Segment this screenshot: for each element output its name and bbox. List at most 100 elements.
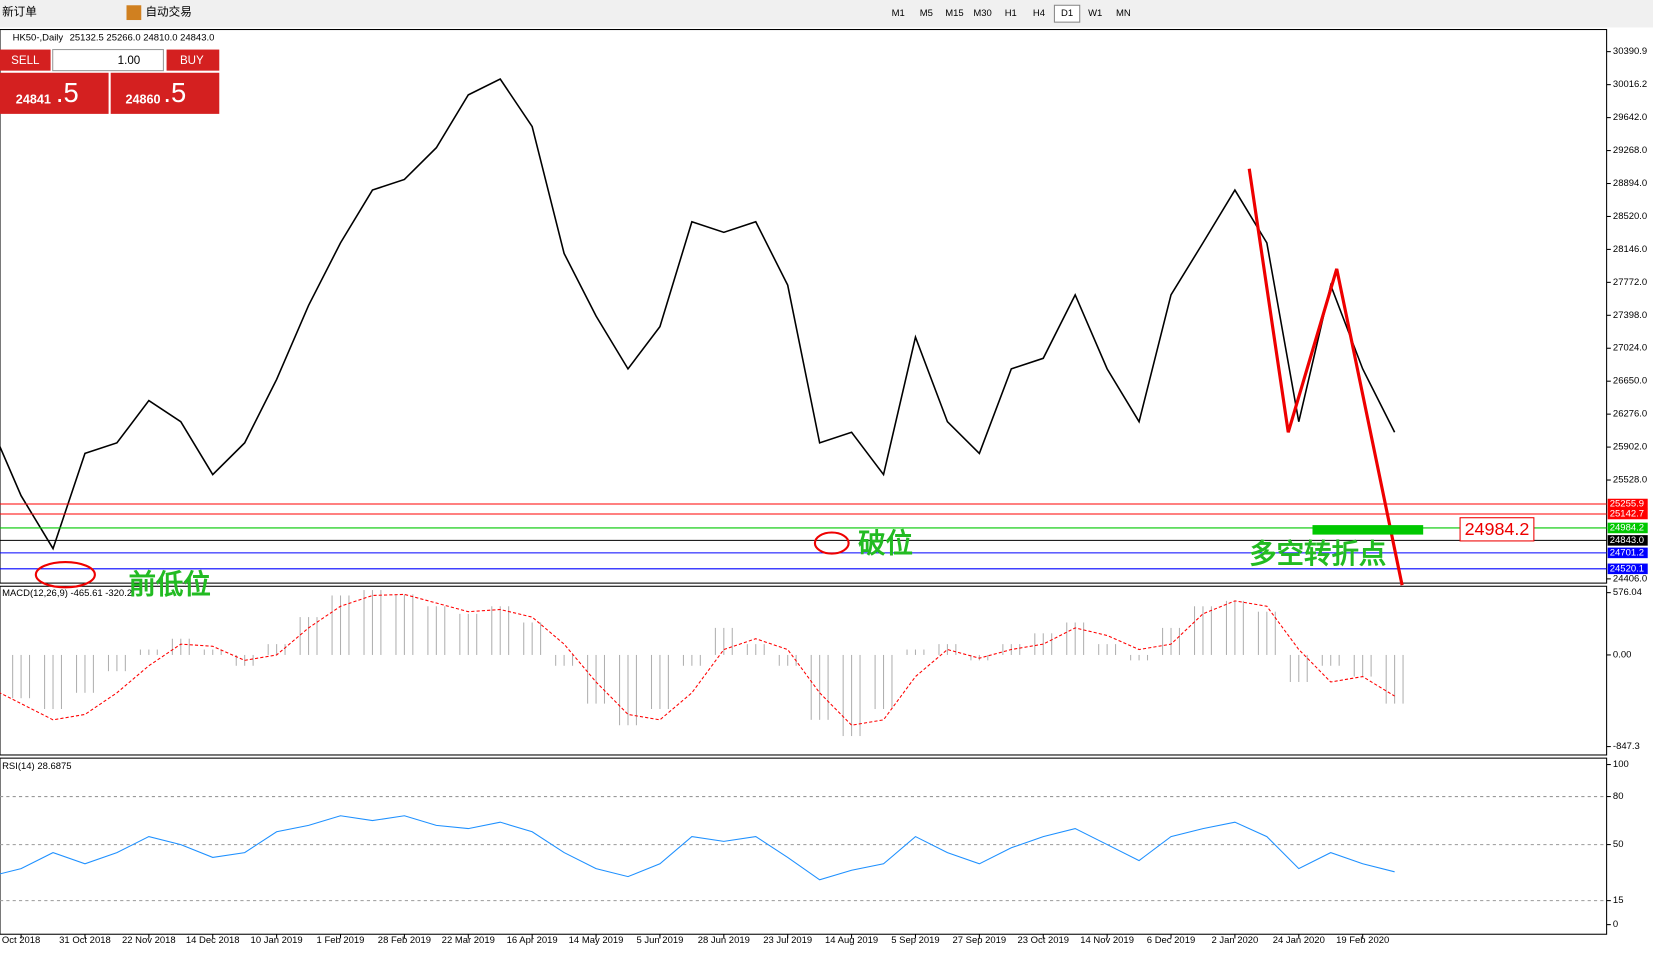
new-order[interactable]: 新订单 — [2, 5, 37, 19]
level-label: 24984.2 — [1610, 522, 1644, 533]
period[interactable]: M15 — [945, 8, 963, 19]
price-box — [1459, 517, 1535, 542]
sell-label[interactable]: SELL — [11, 55, 40, 67]
x-tick-label: 24 Jan 2020 — [1273, 935, 1325, 946]
level-label: 24701.2 — [1610, 547, 1644, 558]
rsi-line — [0, 815, 1395, 881]
level-tag — [1607, 563, 1648, 575]
level-label: 24843.0 — [1610, 535, 1644, 546]
buy-label[interactable]: BUY — [180, 55, 204, 67]
period[interactable]: D1 — [1061, 8, 1073, 19]
annotation: 破位 — [858, 527, 913, 558]
x-tick-label: 6 Dec 2019 — [1147, 935, 1195, 946]
y-tick-label: 28520.0 — [1613, 211, 1647, 222]
period[interactable]: H4 — [1033, 8, 1045, 19]
toolbar — [0, 0, 1653, 28]
x-tick-label: 10 Jan 2019 — [251, 935, 303, 946]
price-panel — [0, 28, 1608, 584]
x-tick-label: 23 Jul 2019 — [763, 935, 812, 946]
annotation: 多空转折点 — [1249, 538, 1386, 569]
y-tick-label: 28894.0 — [1613, 178, 1647, 189]
period[interactable]: M30 — [973, 8, 991, 19]
y-tick-label: 30016.2 — [1613, 79, 1647, 90]
y-tick-label: -847.3 — [1613, 741, 1640, 752]
period[interactable]: H1 — [1005, 8, 1017, 19]
buy-price-box[interactable] — [110, 72, 220, 114]
level-tag — [1607, 547, 1648, 559]
period-selected — [1053, 4, 1081, 23]
y-tick-label: 576.04 — [1613, 587, 1642, 598]
buy-button[interactable] — [166, 49, 220, 71]
x-tick-label: 14 May 2019 — [569, 935, 624, 946]
plot: 30390.9 30016.2 29642.0 29268.0 28894.0 28520… — [0, 46, 1648, 946]
y-tick-label: 27024.0 — [1613, 343, 1647, 354]
pivot-bar — [1312, 525, 1424, 535]
x-tick-label: Oct 2018 — [2, 935, 40, 946]
x-tick-label: 31 Oct 2018 — [59, 935, 111, 946]
macd-title: MACD(12,26,9) -465.61 -320.2 — [2, 588, 132, 599]
x-tick-label: 14 Nov 2019 — [1080, 935, 1134, 946]
level-tag — [1607, 535, 1648, 546]
x-tick-label: 22 Mar 2019 — [442, 935, 495, 946]
lots[interactable]: 1.00 — [118, 55, 141, 67]
y-tick-label: 0.00 — [1613, 649, 1631, 660]
x-tick-label: 16 Apr 2019 — [507, 935, 558, 946]
x-tick-label: 28 Feb 2019 — [378, 935, 431, 946]
y-tick-label: 29642.0 — [1613, 112, 1647, 123]
period-bar: M1 M5 M15 M30 H1 H4 D1 W1 MN — [892, 4, 1131, 23]
auto-trading[interactable]: 自动交易 — [145, 5, 191, 19]
x-tick-label: 14 Aug 2019 — [825, 935, 878, 946]
y-tick-label: 0 — [1613, 919, 1618, 930]
x-tick-label: 5 Jun 2019 — [637, 935, 684, 946]
x-tick-label: 1 Feb 2019 — [317, 935, 365, 946]
level-label: 25255.9 — [1610, 499, 1644, 510]
y-tick-label: 28146.0 — [1613, 244, 1647, 255]
y-tick-label: 26276.0 — [1613, 409, 1647, 420]
y-tick-label: 24406.0 — [1613, 573, 1647, 584]
y-tick-label: 27772.0 — [1613, 277, 1647, 288]
annotation: 前低位 — [129, 569, 211, 600]
sell-button[interactable] — [0, 49, 51, 71]
y-tick-label: 30390.9 — [1613, 46, 1647, 57]
y-tick-label: 27398.0 — [1613, 310, 1647, 321]
x-tick-label: 23 Oct 2019 — [1017, 935, 1069, 946]
x-tick-label: 28 Jun 2019 — [698, 935, 750, 946]
buy-frac: .5 — [163, 77, 186, 108]
x-tick-label: 14 Dec 2018 — [186, 935, 240, 946]
y-tick-label: 29268.0 — [1613, 145, 1647, 156]
period[interactable]: MN — [1116, 8, 1131, 19]
level-label: 24520.1 — [1610, 563, 1644, 574]
level-tag — [1607, 498, 1648, 510]
circle — [813, 531, 850, 555]
y-tick-label: 80 — [1613, 791, 1624, 802]
symbol: HK50-,Daily — [13, 32, 64, 43]
x-tick-label: 27 Sep 2019 — [953, 935, 1007, 946]
price-line — [0, 78, 1396, 551]
lots-input[interactable] — [52, 49, 164, 72]
signal-line — [0, 593, 1395, 726]
rsi-title: RSI(14) 28.6875 — [2, 761, 71, 772]
period[interactable]: M1 — [892, 8, 905, 19]
macd-panel — [0, 585, 1608, 756]
period[interactable]: M5 — [920, 8, 933, 19]
y-tick-label: 50 — [1613, 839, 1624, 850]
period[interactable]: W1 — [1088, 8, 1102, 19]
rsi-panel — [0, 757, 1608, 935]
sell-price-box[interactable] — [0, 72, 109, 114]
x-tick-label: 2 Jan 2020 — [1211, 935, 1258, 946]
circle — [34, 560, 96, 589]
y-tick-label: 100 — [1613, 759, 1629, 770]
price-note: 24984.2 — [1465, 519, 1530, 539]
level-tag — [1607, 522, 1648, 534]
trend-arrow — [1247, 168, 1404, 586]
y-tick-label: 25902.0 — [1613, 442, 1647, 453]
x-tick-label: 19 Feb 2020 — [1336, 935, 1389, 946]
level-tag — [1607, 508, 1648, 520]
trade-panel: SELL 1.00 BUY 24841 .5 24860 .5 — [0, 49, 220, 114]
sell-price: 24841 — [16, 93, 51, 107]
auto-icon — [126, 5, 142, 21]
y-tick-label: 15 — [1613, 895, 1624, 906]
sell-frac: .5 — [56, 77, 79, 108]
